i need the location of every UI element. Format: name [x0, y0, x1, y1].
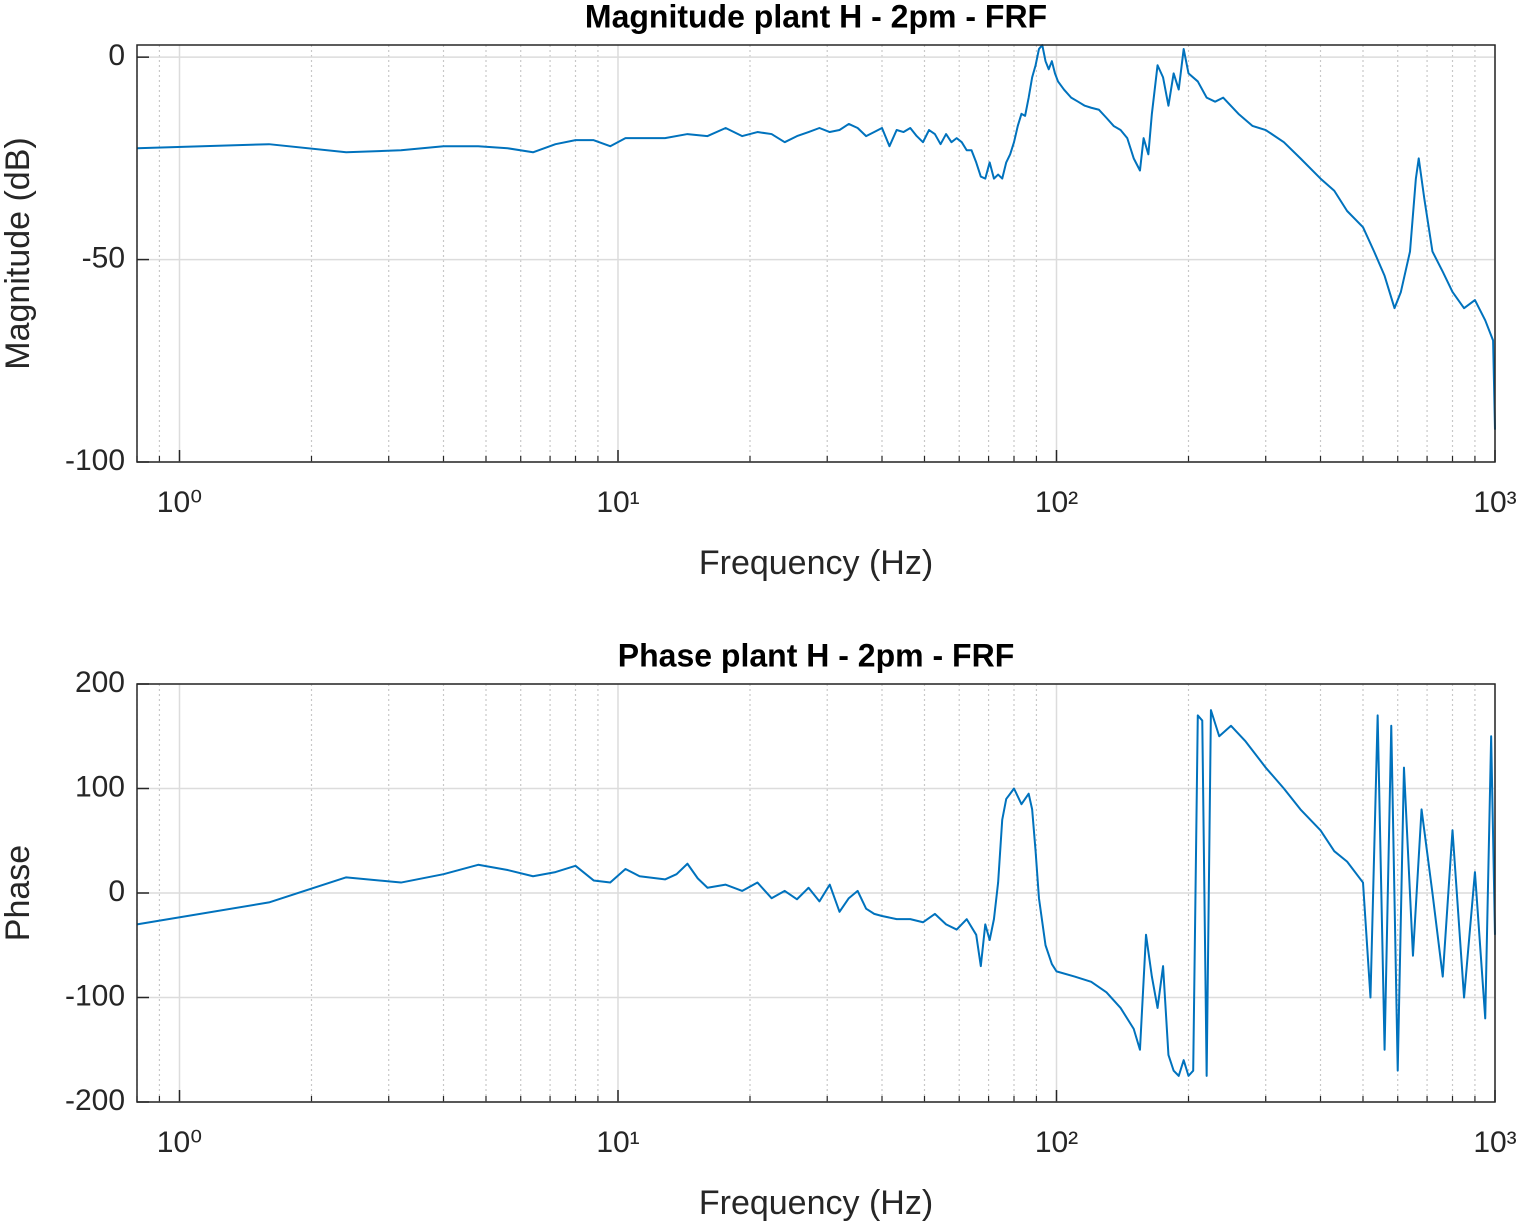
y-tick-label: -50 — [82, 241, 125, 274]
chart-title: Phase plant H - 2pm - FRF — [618, 637, 1014, 673]
x-tick-label: 10³ — [1473, 486, 1516, 519]
y-tick-label: 0 — [108, 875, 125, 908]
x-tick-label: 10⁰ — [157, 486, 202, 519]
y-tick-label: 0 — [108, 39, 125, 72]
plot-area — [137, 45, 1495, 462]
chart-title: Magnitude plant H - 2pm - FRF — [585, 0, 1047, 34]
axes-box — [136, 44, 1496, 463]
y-tick-label: -100 — [65, 979, 125, 1012]
x-axis-label: Frequency (Hz) — [699, 1184, 933, 1222]
x-tick-label: 10³ — [1473, 1126, 1516, 1159]
x-tick-label: 10² — [1035, 486, 1078, 519]
data-line — [136, 44, 1496, 430]
y-tick-label: -100 — [65, 444, 125, 477]
y-tick-label: -200 — [65, 1084, 125, 1117]
data-line — [136, 709, 1496, 1077]
y-axis-label: Phase — [0, 845, 37, 941]
x-axis-label: Frequency (Hz) — [699, 544, 933, 582]
x-tick-label: 10¹ — [596, 486, 639, 519]
x-tick-label: 10⁰ — [157, 1126, 202, 1159]
x-tick-label: 10¹ — [596, 1126, 639, 1159]
x-tick-label: 10² — [1035, 1126, 1078, 1159]
y-tick-label: 100 — [75, 770, 125, 803]
axes-box — [136, 683, 1496, 1103]
y-axis-label: Magnitude (dB) — [0, 137, 37, 369]
y-tick-label: 200 — [75, 666, 125, 699]
